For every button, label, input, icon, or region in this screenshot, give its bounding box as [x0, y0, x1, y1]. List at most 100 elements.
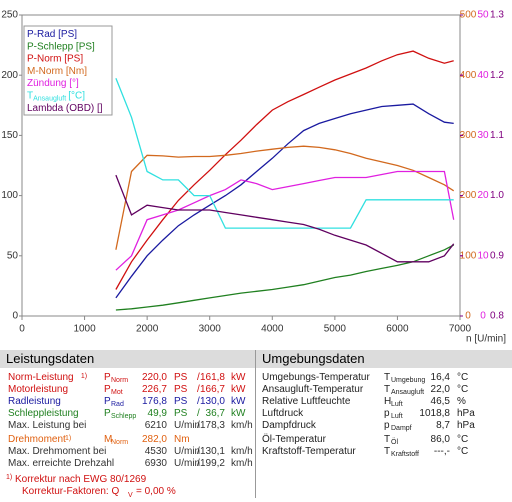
- symbol: P: [104, 384, 111, 395]
- unit: %: [457, 396, 466, 407]
- y-tick-label: 50: [477, 10, 489, 21]
- plot-frame: [21, 14, 461, 317]
- section-title: Umgebungsdaten: [262, 351, 365, 366]
- symbol-sub: Ansaugluft: [391, 389, 425, 396]
- footnote: = 0,00 %: [136, 486, 176, 497]
- unit: kW: [231, 384, 246, 395]
- legend-entry: P-Norm [PS]: [27, 53, 83, 64]
- legend-entry: TAnsaugluft [°C]: [27, 90, 85, 102]
- legend-name: M-Norm [Nm]: [27, 66, 87, 77]
- y-tick-label: 1.2: [490, 70, 504, 81]
- legend-name: Zündung [°]: [27, 78, 79, 89]
- legend-entry: P-Schlepp [PS]: [27, 41, 95, 52]
- y-tick-label: 250: [1, 10, 18, 21]
- unit: PS: [174, 396, 188, 407]
- y-tick-label: 0: [12, 311, 18, 322]
- unit: °C: [457, 384, 469, 395]
- symbol-sub: Mot: [111, 389, 123, 396]
- legend-name: P-Schlepp [PS]: [27, 41, 95, 52]
- unit: U/min: [174, 420, 201, 431]
- y-tick-label: 30: [477, 130, 489, 141]
- value: 1018,8: [419, 408, 450, 419]
- value: 199,2: [199, 458, 225, 469]
- separator: /: [197, 384, 200, 395]
- legend-sub: Ansaugluft: [33, 95, 66, 102]
- symbol: H: [384, 396, 392, 407]
- y-tick-label: 0: [480, 311, 486, 322]
- footnote-marker: 1): [6, 474, 13, 481]
- unit: km/h: [231, 420, 253, 431]
- y-tick-label: 1.3: [490, 10, 504, 21]
- row-label: Relative Luftfeuchte: [262, 396, 351, 407]
- unit: U/min: [174, 458, 201, 469]
- symbol-sub: Rad: [111, 401, 124, 408]
- x-tick-label: 7000: [449, 324, 472, 335]
- series-line: [115, 174, 455, 263]
- symbol: T: [384, 384, 391, 395]
- unit: kW: [231, 372, 246, 383]
- series-line: [115, 244, 454, 311]
- row-label: Schleppleistung: [8, 408, 79, 419]
- y-tick-label: 100: [1, 190, 18, 201]
- row-label: Umgebungs-Temperatur: [262, 372, 370, 383]
- y-tick-label: 0.9: [490, 250, 504, 261]
- series-line: [115, 145, 455, 250]
- value: 161,8: [199, 372, 225, 383]
- footnote-sub: V: [128, 492, 133, 499]
- value: 6210: [144, 420, 167, 431]
- y-tick-label: 20: [477, 190, 489, 201]
- symbol-sub: Luft: [391, 401, 403, 408]
- value: 178,3: [199, 420, 225, 431]
- symbol: T: [384, 446, 391, 457]
- y-tick-label: 50: [7, 250, 19, 261]
- symbol: P: [104, 396, 111, 407]
- symbol-sub: Kraftstoff: [391, 451, 419, 458]
- y-tick-label: 10: [477, 250, 489, 261]
- unit: PS: [174, 384, 188, 395]
- unit: U/min: [174, 446, 201, 457]
- legend-name: P-Norm [PS]: [27, 53, 83, 64]
- x-axis-label: n [U/min]: [466, 334, 506, 345]
- value: 176,8: [141, 396, 167, 407]
- legend-name: P-Rad [PS]: [27, 29, 77, 40]
- section-header: Leistungsdaten: [0, 350, 255, 368]
- legend-name: T: [27, 90, 33, 101]
- y-tick-label: 200: [1, 70, 18, 81]
- symbol-sub: Umgebung: [391, 377, 426, 384]
- legend-name: Lambda (OBD) []: [27, 102, 103, 113]
- series-line: [115, 103, 454, 299]
- symbol-sub: Schlepp: [111, 413, 137, 420]
- section-title: Leistungsdaten: [6, 351, 95, 366]
- y-tick-label: 400: [460, 70, 477, 81]
- x-tick-label: 2000: [136, 324, 159, 335]
- footnote-marker: 1): [80, 373, 88, 380]
- symbol: M: [104, 434, 113, 445]
- legend-entry: M-Norm [Nm]: [27, 66, 87, 77]
- value: 282,0: [141, 434, 167, 445]
- value: 220,0: [141, 372, 167, 383]
- value: ---,-: [433, 446, 450, 457]
- y-tick-label: 1.0: [490, 190, 504, 201]
- legend-unit: [°C]: [68, 90, 85, 101]
- series-line: [115, 170, 455, 271]
- unit: kW: [231, 408, 246, 419]
- y-tick-label: 150: [1, 130, 18, 141]
- value: 166,7: [199, 384, 225, 395]
- value: 16,4: [430, 372, 450, 383]
- footnote-marker: 1): [65, 435, 72, 442]
- y-tick-label: 0: [465, 311, 471, 322]
- unit: PS: [174, 408, 188, 419]
- divider: [255, 350, 256, 498]
- value: 6930: [144, 458, 167, 469]
- unit: km/h: [231, 446, 253, 457]
- row-label: Norm-Leistung: [8, 372, 74, 383]
- value: 22,0: [430, 384, 450, 395]
- footnote: Korrektur-Faktoren: Q: [22, 486, 120, 497]
- separator: /: [197, 396, 200, 407]
- unit: °C: [457, 446, 469, 457]
- unit: PS: [174, 372, 188, 383]
- y-tick-label: 500: [460, 10, 477, 21]
- symbol: T: [384, 434, 391, 445]
